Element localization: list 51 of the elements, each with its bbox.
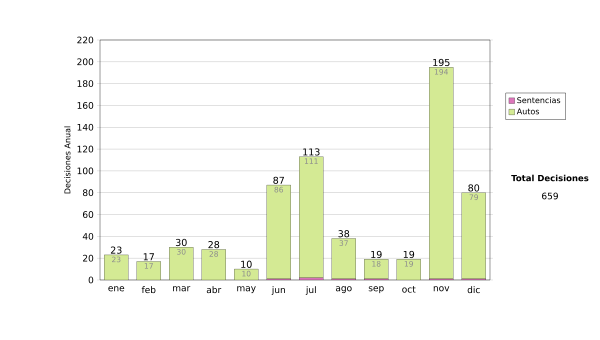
x-tick-label: jun [272, 286, 285, 295]
bar [202, 249, 226, 280]
y-tick-label: 160 [78, 102, 94, 109]
x-tick-label: oct [402, 286, 416, 293]
y-tick-label: 220 [77, 36, 94, 44]
bar [332, 238, 356, 280]
total-label: 23 [110, 246, 122, 254]
text: Total Decisiones [511, 174, 588, 182]
y-tick-label: 120 [78, 146, 94, 152]
text: 659 [542, 192, 558, 200]
total-label: 17 [144, 253, 154, 260]
bar [429, 67, 454, 280]
legend-label: Autos [516, 108, 540, 114]
total-label: 19 [404, 250, 414, 258]
y-tick-label: 100 [78, 167, 94, 174]
total-label: 113 [303, 148, 320, 156]
x-tick-label: mar [173, 286, 190, 292]
legend-label: Sentencias [517, 97, 560, 104]
bar [396, 259, 421, 280]
total-label: 87 [273, 176, 284, 184]
total-label: 80 [468, 184, 480, 192]
x-tick-label: nov [434, 286, 450, 292]
y-tick-label: 200 [77, 58, 94, 66]
y-tick-label: 140 [78, 124, 94, 131]
y-axis-title: Decisiones Anual [64, 126, 70, 194]
bar [364, 259, 388, 280]
x-tick-label: ene [108, 286, 124, 292]
bar [104, 254, 128, 280]
x-tick-label: sep [368, 286, 384, 294]
total-label: 195 [433, 58, 450, 66]
bar [266, 184, 291, 280]
bar [169, 247, 194, 280]
y-tick-label: 80 [82, 189, 94, 196]
y-tick-label: 60 [82, 211, 94, 218]
x-tick-label: abr [206, 286, 222, 294]
x-tick-label: dic [468, 286, 480, 294]
x-tick-label: ago [336, 286, 352, 294]
y-tick-label: 20 [83, 254, 94, 262]
total-label: 19 [371, 250, 382, 258]
total-label: 38 [338, 230, 350, 238]
y-tick-label: 40 [82, 232, 94, 240]
bar [299, 156, 324, 278]
x-tick-label: feb [142, 286, 156, 294]
y-tick-label: 180 [78, 80, 94, 88]
bar [462, 192, 486, 280]
x-tick-label: may [237, 286, 256, 294]
total-label: 10 [241, 260, 252, 268]
total-label: 30 [176, 238, 187, 246]
x-tick-label: jul [306, 286, 316, 295]
y-tick-label: 0 [88, 276, 94, 284]
total-label: 28 [208, 241, 220, 248]
